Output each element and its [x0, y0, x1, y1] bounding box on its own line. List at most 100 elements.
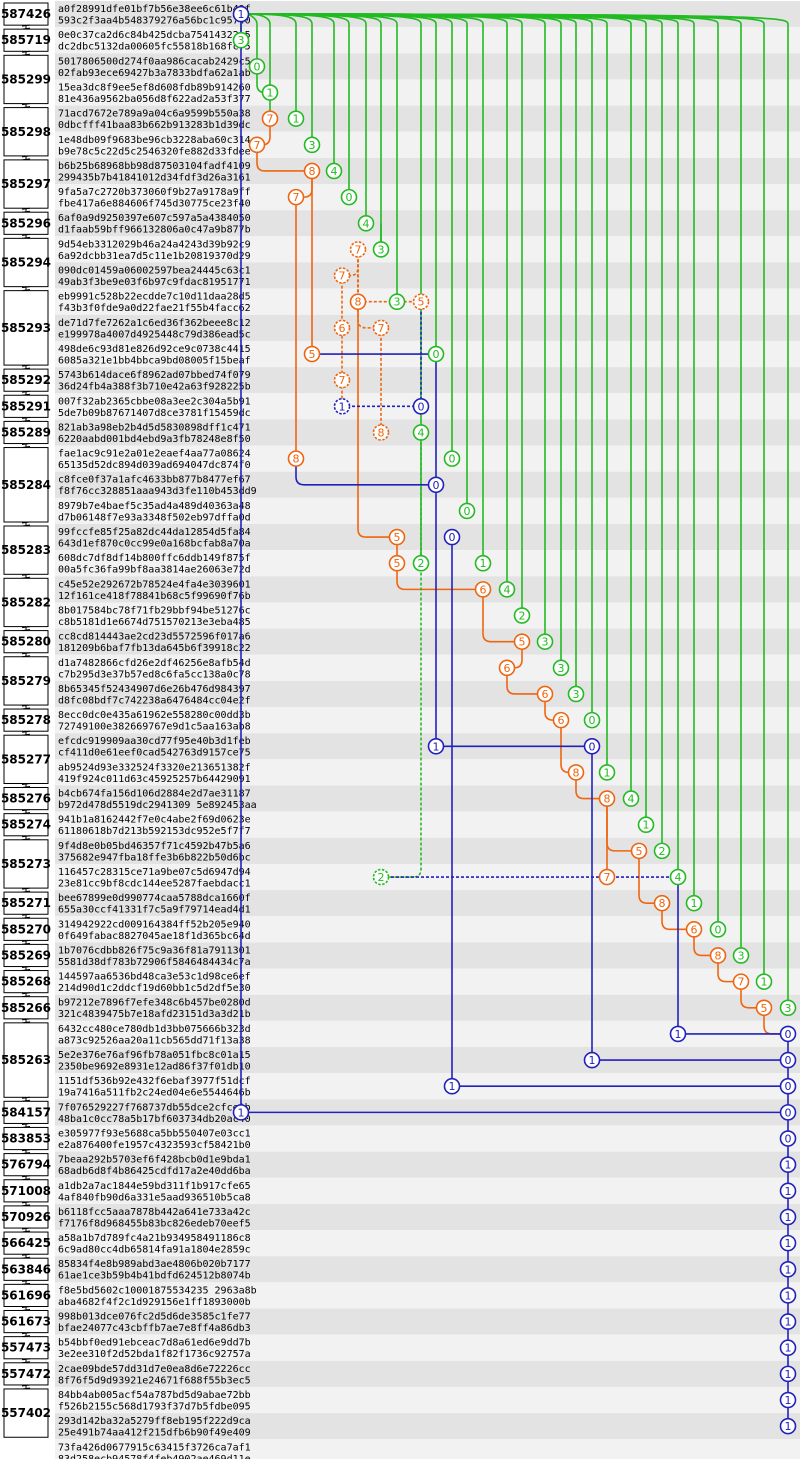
commit-node[interactable]: 1	[779, 1391, 797, 1409]
commit-node[interactable]: 7	[732, 973, 750, 990]
commit-node[interactable]: 1	[583, 1051, 601, 1069]
commit-node[interactable]: 1	[333, 398, 351, 415]
commit-node[interactable]: 0	[412, 398, 430, 415]
commit-node[interactable]: 8	[567, 764, 585, 781]
commit-node[interactable]: 0	[779, 1104, 797, 1121]
commit-node[interactable]: 4	[357, 214, 375, 232]
commit-node[interactable]: 1	[598, 764, 616, 781]
commit-node[interactable]: 5	[388, 554, 406, 572]
block-box	[3, 525, 49, 575]
commit-node[interactable]: 2	[513, 607, 531, 624]
commit-node[interactable]: 1	[287, 110, 305, 127]
commit-node[interactable]: 7	[287, 188, 305, 206]
commit-node[interactable]: 6	[552, 711, 570, 729]
commit-node[interactable]: 7	[333, 267, 351, 284]
commit-node[interactable]: 1	[779, 1208, 797, 1226]
commit-node[interactable]: 0	[779, 1025, 797, 1043]
commit-node[interactable]: 3	[536, 633, 554, 650]
commit-node[interactable]: 4	[622, 790, 640, 807]
commit-node[interactable]: 1	[779, 1260, 797, 1278]
commit-node[interactable]: 0	[443, 450, 461, 467]
commit-node[interactable]: 2	[372, 868, 390, 886]
commit-node[interactable]: 0	[779, 1077, 797, 1095]
commit-node[interactable]: 0	[709, 921, 727, 938]
commit-node[interactable]: 1	[755, 973, 773, 990]
hash-line-1: d1a7482866cfd26e2df46256e8afb54d	[58, 658, 251, 669]
commit-node[interactable]: 8	[287, 450, 305, 467]
commit-node[interactable]: 0	[583, 711, 601, 729]
commit-node[interactable]: 4	[325, 162, 343, 180]
commit-node-label: 3	[558, 662, 565, 675]
commit-node[interactable]: 1	[779, 1365, 797, 1383]
commit-node[interactable]: 8	[372, 424, 390, 441]
commit-node[interactable]: 1	[779, 1287, 797, 1304]
commit-node[interactable]: 1	[474, 554, 492, 572]
commit-node[interactable]: 1	[779, 1156, 797, 1173]
commit-node[interactable]: 0	[443, 528, 461, 546]
commit-node[interactable]: 6	[474, 581, 492, 598]
commit-node[interactable]: 7	[248, 136, 266, 154]
commit-node[interactable]: 1	[443, 1077, 461, 1095]
commit-node[interactable]: 4	[498, 581, 516, 598]
commit-node[interactable]: 1	[232, 5, 250, 23]
commit-node[interactable]: 1	[779, 1313, 797, 1330]
commit-node[interactable]: 5	[630, 842, 648, 860]
commit-node[interactable]: 0	[458, 502, 476, 520]
commit-node[interactable]: 3	[779, 999, 797, 1017]
commit-node[interactable]: 2	[653, 842, 671, 860]
commit-node[interactable]: 3	[372, 241, 390, 258]
commit-node[interactable]: 7	[333, 371, 351, 389]
commit-node[interactable]: 5	[513, 633, 531, 650]
commit-node[interactable]: 4	[412, 424, 430, 441]
row-stripe	[55, 968, 800, 995]
commit-node[interactable]: 3	[567, 685, 585, 703]
graph-edge	[357, 301, 397, 538]
commit-node[interactable]: 0	[248, 58, 266, 75]
commit-node[interactable]: 0	[427, 476, 445, 494]
commit-node-label: 3	[238, 34, 245, 47]
commit-node[interactable]: 1	[427, 737, 445, 755]
commit-node[interactable]: 8	[303, 162, 321, 180]
hash-line-1: 821ab3a98eb2b4d5d5830898dff1c471	[58, 422, 251, 433]
commit-node[interactable]: 5	[388, 528, 406, 546]
commit-node[interactable]: 1	[232, 1104, 250, 1121]
commit-node[interactable]: 0	[583, 737, 601, 755]
commit-node[interactable]: 8	[653, 894, 671, 912]
commit-node[interactable]: 5	[755, 999, 773, 1017]
commit-node[interactable]: 6	[333, 319, 351, 337]
commit-node[interactable]: 5	[303, 345, 321, 363]
commit-node[interactable]: 3	[732, 947, 750, 964]
block-number: 585278	[1, 713, 51, 727]
commit-node[interactable]: 8	[349, 293, 367, 311]
commit-node[interactable]: 6	[498, 659, 516, 677]
commit-node[interactable]: 0	[427, 345, 445, 363]
commit-node[interactable]: 8	[598, 790, 616, 807]
commit-node[interactable]: 3	[552, 659, 570, 677]
commit-node[interactable]: 7	[261, 110, 279, 127]
commit-node[interactable]: 1	[261, 84, 279, 101]
commit-node[interactable]: 0	[340, 188, 358, 206]
commit-node[interactable]: 0	[779, 1051, 797, 1069]
commit-node[interactable]: 1	[779, 1182, 797, 1200]
commit-node[interactable]: 1	[779, 1417, 797, 1435]
commit-node[interactable]: 0	[779, 1130, 797, 1147]
commit-node[interactable]: 7	[372, 319, 390, 337]
commit-node[interactable]: 2	[412, 554, 430, 572]
commit-node[interactable]: 1	[669, 1025, 687, 1043]
commit-node[interactable]: 7	[598, 868, 616, 886]
commit-node[interactable]: 1	[779, 1339, 797, 1357]
commit-node[interactable]: 3	[388, 293, 406, 311]
commit-node[interactable]: 1	[779, 1234, 797, 1252]
commit-node[interactable]: 5	[412, 293, 430, 311]
commit-node[interactable]: 3	[232, 31, 250, 49]
commit-node[interactable]: 6	[536, 685, 554, 703]
commit-node[interactable]: 1	[637, 816, 655, 834]
commit-node[interactable]: 4	[669, 868, 687, 886]
hash-line-1: 2cae09bde57dd31d7e0ea8d6e72226cc	[58, 1364, 251, 1375]
commit-node[interactable]: 6	[685, 921, 703, 938]
commit-node[interactable]: 3	[303, 136, 321, 154]
commit-node[interactable]: 1	[685, 894, 703, 912]
commit-node[interactable]: 8	[709, 947, 727, 964]
hash-line-1: 998b013dce076fc2d5d6de3585c1fe77	[58, 1312, 251, 1323]
commit-node[interactable]: 7	[349, 241, 367, 258]
